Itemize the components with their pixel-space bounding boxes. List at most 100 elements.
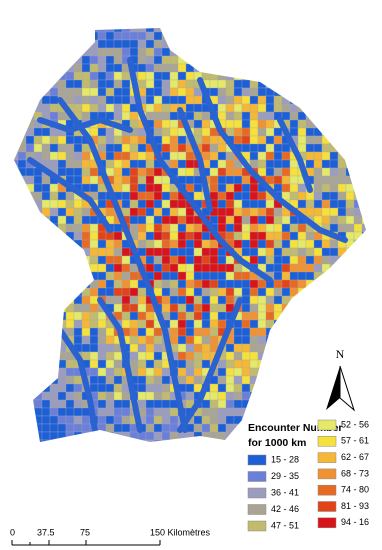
map-cell bbox=[210, 400, 218, 408]
map-cell bbox=[162, 112, 170, 120]
map-cell bbox=[138, 360, 146, 368]
map-cell bbox=[330, 32, 338, 40]
legend-label: 47 - 51 bbox=[271, 520, 299, 530]
map-cell bbox=[154, 352, 162, 360]
map-cell bbox=[106, 88, 114, 96]
map-cell bbox=[290, 272, 298, 280]
map-cell bbox=[314, 104, 322, 112]
map-cell bbox=[186, 392, 194, 400]
map-cell bbox=[266, 368, 274, 376]
map-cell bbox=[354, 288, 362, 296]
map-cell bbox=[106, 152, 114, 160]
map-cell bbox=[330, 88, 338, 96]
map-cell bbox=[186, 216, 194, 224]
map-cell bbox=[82, 272, 90, 280]
map-cell bbox=[130, 216, 138, 224]
map-cell bbox=[330, 40, 338, 48]
map-cell bbox=[338, 176, 346, 184]
map-cell bbox=[170, 40, 178, 48]
map-cell bbox=[242, 384, 250, 392]
map-cell bbox=[146, 440, 154, 448]
legend-label: 74 - 80 bbox=[341, 485, 369, 495]
map-cell bbox=[106, 80, 114, 88]
map-cell bbox=[354, 272, 362, 280]
map-cell bbox=[346, 24, 354, 32]
map-cell bbox=[194, 32, 202, 40]
map-cell bbox=[354, 360, 362, 368]
map-cell bbox=[26, 96, 34, 104]
map-cell bbox=[58, 80, 66, 88]
map-cell bbox=[362, 240, 370, 248]
map-cell bbox=[34, 176, 42, 184]
legend-swatch bbox=[318, 420, 336, 430]
map-cell bbox=[290, 408, 298, 416]
map-cell bbox=[298, 248, 306, 256]
map-cell bbox=[306, 400, 314, 408]
map-cell bbox=[18, 32, 26, 40]
map-cell bbox=[250, 240, 258, 248]
map-cell bbox=[346, 320, 354, 328]
map-cell bbox=[138, 248, 146, 256]
map-cell bbox=[242, 128, 250, 136]
map-cell bbox=[42, 400, 50, 408]
map-cell bbox=[202, 112, 210, 120]
map-cell bbox=[98, 336, 106, 344]
map-cell bbox=[202, 24, 210, 32]
map-cell bbox=[74, 64, 82, 72]
map-cell bbox=[26, 336, 34, 344]
map-cell bbox=[122, 256, 130, 264]
map-cell bbox=[162, 40, 170, 48]
map-cell bbox=[130, 280, 138, 288]
map-cell bbox=[18, 64, 26, 72]
map-cell bbox=[154, 184, 162, 192]
map-cell bbox=[274, 80, 282, 88]
map-cell bbox=[354, 184, 362, 192]
map-cell bbox=[50, 24, 58, 32]
map-cell bbox=[82, 32, 90, 40]
map-cell bbox=[146, 64, 154, 72]
map-cell bbox=[58, 288, 66, 296]
map-cell bbox=[242, 344, 250, 352]
map-cell bbox=[162, 80, 170, 88]
map-cell bbox=[154, 48, 162, 56]
map-cell bbox=[106, 328, 114, 336]
map-cell bbox=[34, 88, 42, 96]
map-cell bbox=[42, 408, 50, 416]
map-cell bbox=[50, 280, 58, 288]
map-cell bbox=[338, 328, 346, 336]
map-cell bbox=[234, 216, 242, 224]
map-cell bbox=[10, 136, 18, 144]
map-cell bbox=[202, 64, 210, 72]
map-cell bbox=[18, 296, 26, 304]
map-cell bbox=[322, 144, 330, 152]
map-cell bbox=[226, 32, 234, 40]
map-cell bbox=[42, 192, 50, 200]
map-cell bbox=[346, 352, 354, 360]
map-cell bbox=[210, 440, 218, 448]
map-cell bbox=[130, 208, 138, 216]
map-cell bbox=[82, 352, 90, 360]
map-cell bbox=[306, 72, 314, 80]
map-cell bbox=[194, 336, 202, 344]
map-cell bbox=[26, 352, 34, 360]
map-cell bbox=[258, 256, 266, 264]
map-cell bbox=[362, 360, 370, 368]
map-cell bbox=[130, 176, 138, 184]
map-cell bbox=[122, 144, 130, 152]
map-cell bbox=[146, 344, 154, 352]
map-cell bbox=[106, 264, 114, 272]
map-cell bbox=[50, 232, 58, 240]
map-cell bbox=[18, 48, 26, 56]
map-cell bbox=[98, 248, 106, 256]
map-cell bbox=[146, 88, 154, 96]
map-cell bbox=[298, 136, 306, 144]
map-cell bbox=[10, 216, 18, 224]
map-cell bbox=[66, 272, 74, 280]
map-cell bbox=[282, 376, 290, 384]
map-cell bbox=[322, 88, 330, 96]
map-cell bbox=[114, 152, 122, 160]
map-cell bbox=[170, 248, 178, 256]
map-cell bbox=[122, 40, 130, 48]
map-cell bbox=[186, 96, 194, 104]
map-cell bbox=[314, 112, 322, 120]
